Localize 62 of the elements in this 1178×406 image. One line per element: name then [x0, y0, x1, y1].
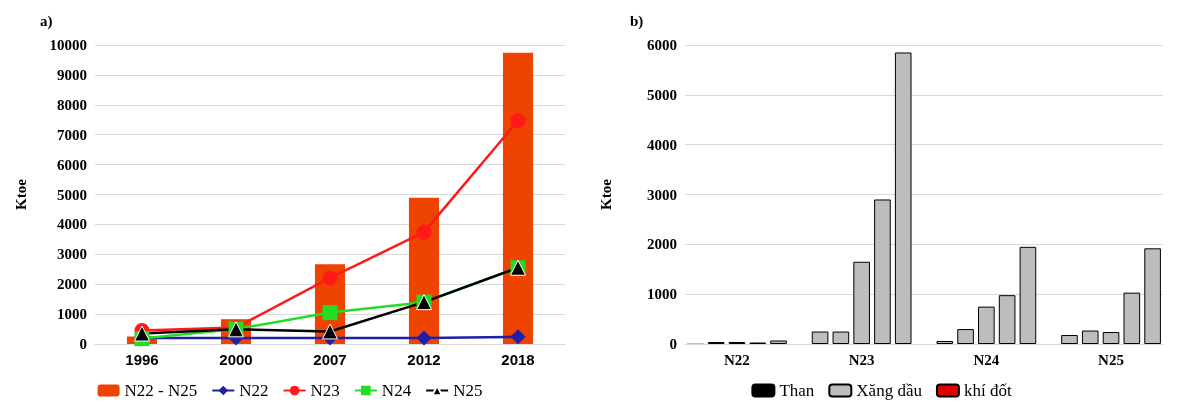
x-tick-label: N23: [848, 351, 875, 368]
y-tick-label: 4000: [57, 216, 87, 233]
y-tick-label: 1000: [57, 306, 87, 323]
bar: [502, 52, 534, 344]
y-tick-label: 3000: [57, 246, 87, 263]
bar: [1081, 330, 1099, 344]
point: [416, 224, 432, 240]
x-tick-label: N24: [973, 351, 1000, 368]
point: [510, 329, 526, 345]
y-axis-title: Ktoe: [12, 178, 29, 210]
x-tick-label: 2018: [501, 351, 535, 368]
legend-label: Xăng dầu: [856, 381, 923, 400]
bar: [894, 52, 912, 344]
legend-label: N22: [239, 381, 269, 400]
point: [416, 330, 432, 346]
y-tick-label: 3000: [647, 186, 677, 203]
bar: [811, 331, 829, 344]
bar: [874, 199, 891, 344]
legend-label: khí đốt: [963, 381, 1012, 400]
bar: [1019, 246, 1037, 344]
bar: [832, 331, 850, 344]
chart-title: a): [40, 12, 53, 30]
y-tick-label: 5000: [647, 86, 677, 103]
y-tick-label: 0: [669, 336, 677, 352]
bar: [998, 295, 1016, 344]
y-tick-label: 7000: [57, 126, 87, 143]
y-axis-title: Ktoe: [597, 178, 614, 210]
y-tick-label: 5000: [57, 186, 87, 203]
x-tick-label: 2012: [407, 351, 441, 368]
point: [322, 270, 338, 286]
point: [322, 323, 338, 340]
point: [510, 113, 526, 129]
y-tick-label: 6000: [647, 37, 677, 53]
bar: [853, 261, 870, 344]
x-tick-label: 1996: [125, 351, 159, 368]
x-tick-label: N25: [1098, 351, 1124, 368]
y-tick-label: 6000: [57, 156, 87, 173]
legend-label: Than: [779, 381, 815, 400]
bar: [770, 340, 787, 344]
chart-title: b): [630, 12, 644, 30]
y-tick-label: 10000: [49, 37, 87, 53]
y-tick-label: 0: [79, 336, 87, 352]
bar: [1144, 248, 1161, 344]
bar: [1061, 335, 1078, 344]
legend-label: N22 - N25: [124, 381, 198, 400]
x-tick-label: 2007: [313, 351, 347, 368]
y-tick-label: 8000: [57, 96, 87, 113]
y-tick-label: 9000: [57, 66, 87, 83]
x-tick-label: N22: [724, 351, 750, 368]
bar: [978, 306, 995, 344]
bar: [1123, 292, 1141, 344]
y-tick-label: 2000: [57, 276, 87, 293]
y-tick-label: 2000: [647, 236, 677, 253]
legend-label: N24: [381, 381, 412, 400]
legend-label: N23: [310, 381, 340, 400]
y-tick-label: 1000: [647, 286, 677, 303]
y-tick-label: 4000: [647, 136, 677, 153]
bar: [957, 329, 974, 344]
bar: [1102, 332, 1120, 344]
x-tick-label: 2000: [219, 351, 253, 368]
point: [322, 305, 338, 321]
legend-label: N25: [453, 381, 483, 400]
